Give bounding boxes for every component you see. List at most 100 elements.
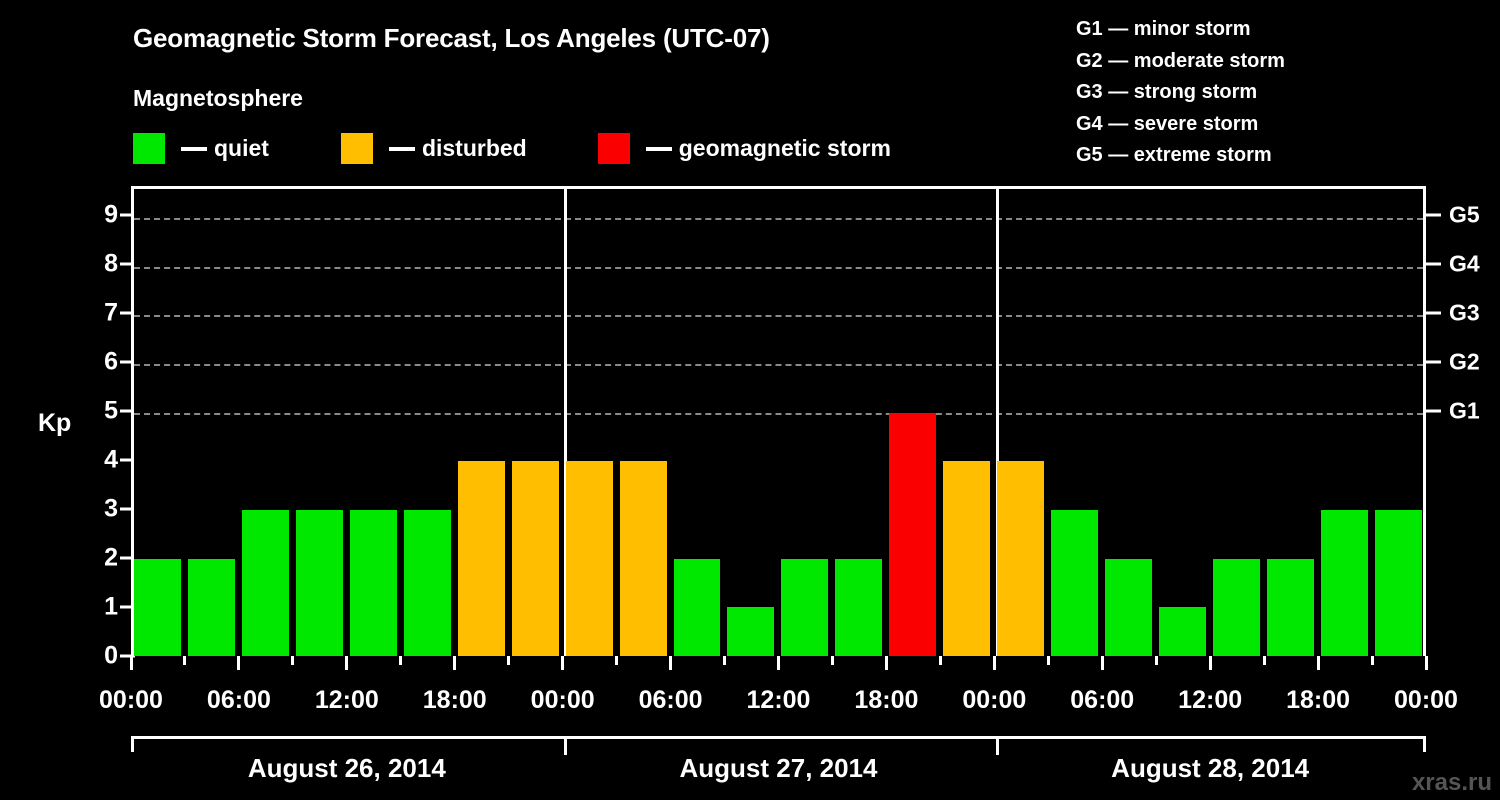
- x-tick-label: 06:00: [1070, 686, 1135, 714]
- x-tick-label: 06:00: [638, 686, 703, 714]
- y-tick-label-4: 4: [104, 445, 118, 474]
- x-tick-mark-minor: [938, 656, 942, 665]
- gridline-kp-8: [134, 266, 1423, 269]
- bar-slot: [134, 189, 188, 656]
- x-tick-mark: [884, 656, 888, 670]
- x-tick-mark: [345, 656, 349, 670]
- gridline-kp-6: [134, 364, 1423, 367]
- x-tick-mark-minor: [1370, 656, 1374, 665]
- day-divider-1: [564, 189, 568, 656]
- bar-slot: [1267, 189, 1321, 656]
- y-tick-mark-9: [120, 213, 135, 217]
- x-tick-label: 12:00: [314, 686, 379, 714]
- gscale-row-g1: G1 — minor storm: [1076, 18, 1251, 40]
- gscale-legend: G1 — minor storm G2 — moderate storm G3 …: [1076, 14, 1285, 172]
- bar-slot: [673, 189, 728, 656]
- gscale-row-g4: G4 — severe storm: [1076, 112, 1259, 135]
- y-tick-mark-3: [120, 507, 135, 511]
- gridline-kp-5: [134, 412, 1423, 415]
- bar: [1051, 510, 1099, 656]
- x-tick-mark-minor: [1154, 656, 1158, 665]
- gscale-row-g2: G2 — moderate storm: [1076, 49, 1285, 72]
- g-tick-mark-G1: [1426, 409, 1441, 413]
- x-tick-mark-minor: [507, 656, 511, 665]
- day-label-2: August 27, 2014: [679, 753, 878, 783]
- legend-swatch-storm: [597, 133, 630, 164]
- legend-swatch-quiet: [133, 133, 165, 164]
- x-tick-mark-minor: [615, 656, 619, 665]
- bar: [241, 510, 289, 656]
- x-tick-label: 12:00: [746, 686, 811, 714]
- plot-inner: [134, 189, 1423, 656]
- bar: [1213, 558, 1261, 656]
- x-tick-mark: [1424, 656, 1428, 670]
- x-tick-mark: [1100, 656, 1104, 670]
- bar-slot: [835, 189, 889, 656]
- x-tick-label: 18:00: [1286, 686, 1351, 714]
- bar: [997, 461, 1045, 656]
- bar-slot: [1320, 189, 1375, 656]
- x-tick-label: 06:00: [206, 686, 271, 714]
- y-tick-label-0: 0: [104, 641, 118, 670]
- x-tick-label: 00:00: [1394, 686, 1458, 714]
- y-axis: 9 8 7 6 5 4 3 2 1 0: [70, 186, 135, 668]
- gridline-kp-9: [134, 218, 1423, 221]
- y-tick-mark-8: [120, 262, 135, 266]
- x-tick-mark-minor: [183, 656, 187, 665]
- x-tick-mark: [453, 656, 457, 670]
- bar-slot: [511, 189, 566, 656]
- y-axis-title: Kp: [38, 409, 72, 437]
- bar-slot: [565, 189, 620, 656]
- y-tick-label-3: 3: [104, 494, 118, 523]
- magnetosphere-label: Magnetosphere: [133, 85, 303, 111]
- day-bracket-separator-2: [995, 739, 999, 755]
- bar: [295, 510, 343, 656]
- y-tick-mark-6: [120, 360, 135, 364]
- bar-series: [134, 189, 1423, 656]
- y-tick-label-7: 7: [104, 298, 118, 327]
- bar: [1105, 558, 1153, 656]
- legend-item-storm: geomagnetic storm: [597, 133, 891, 164]
- x-tick-mark-minor: [291, 656, 295, 665]
- x-tick-mark-minor: [1046, 656, 1050, 665]
- bar-slot: [1213, 189, 1267, 656]
- x-tick-label: 12:00: [1178, 686, 1243, 714]
- bar-slot: [1051, 189, 1105, 656]
- legend-item-disturbed: disturbed: [340, 133, 527, 164]
- bar-slot: [349, 189, 404, 656]
- day-bracket-separator-1: [564, 739, 568, 755]
- g-tick-label-G1: G1: [1449, 397, 1480, 424]
- bar-slot: [619, 189, 674, 656]
- x-tick-label: 18:00: [422, 686, 487, 714]
- x-tick-mark: [561, 656, 565, 670]
- bar: [134, 558, 181, 656]
- day-bracket: [131, 736, 1426, 755]
- legend-item-quiet: quiet: [133, 133, 269, 164]
- x-tick-label: 18:00: [854, 686, 919, 714]
- y-tick-mark-5: [120, 409, 135, 413]
- legend-label-quiet: quiet: [214, 135, 269, 161]
- day-label-1: August 26, 2014: [247, 753, 446, 783]
- bar: [781, 558, 829, 656]
- x-tick-mark-minor: [830, 656, 834, 665]
- gscale-row-g5: G5 — extreme storm: [1076, 144, 1272, 166]
- legend-swatch-disturbed: [340, 133, 373, 164]
- bar: [187, 558, 235, 656]
- y-tick-mark-4: [120, 458, 135, 462]
- bar-slot: [943, 189, 997, 656]
- bar-slot: [1159, 189, 1213, 656]
- bar: [457, 461, 505, 656]
- g-tick-mark-G3: [1426, 311, 1441, 315]
- plot-area: [131, 186, 1426, 656]
- bar: [727, 607, 775, 656]
- g-scale-axis: G1 G2 G3 G4 G5: [1426, 186, 1500, 656]
- x-tick-mark: [129, 656, 133, 670]
- bar: [943, 461, 991, 656]
- bar: [673, 558, 721, 656]
- bar-slot: [241, 189, 296, 656]
- gridline-kp-7: [134, 315, 1423, 318]
- bar-slot: [781, 189, 835, 656]
- g-tick-mark-G2: [1426, 360, 1441, 364]
- x-axis-ticks: [129, 656, 1429, 670]
- g-tick-mark-G4: [1426, 262, 1441, 266]
